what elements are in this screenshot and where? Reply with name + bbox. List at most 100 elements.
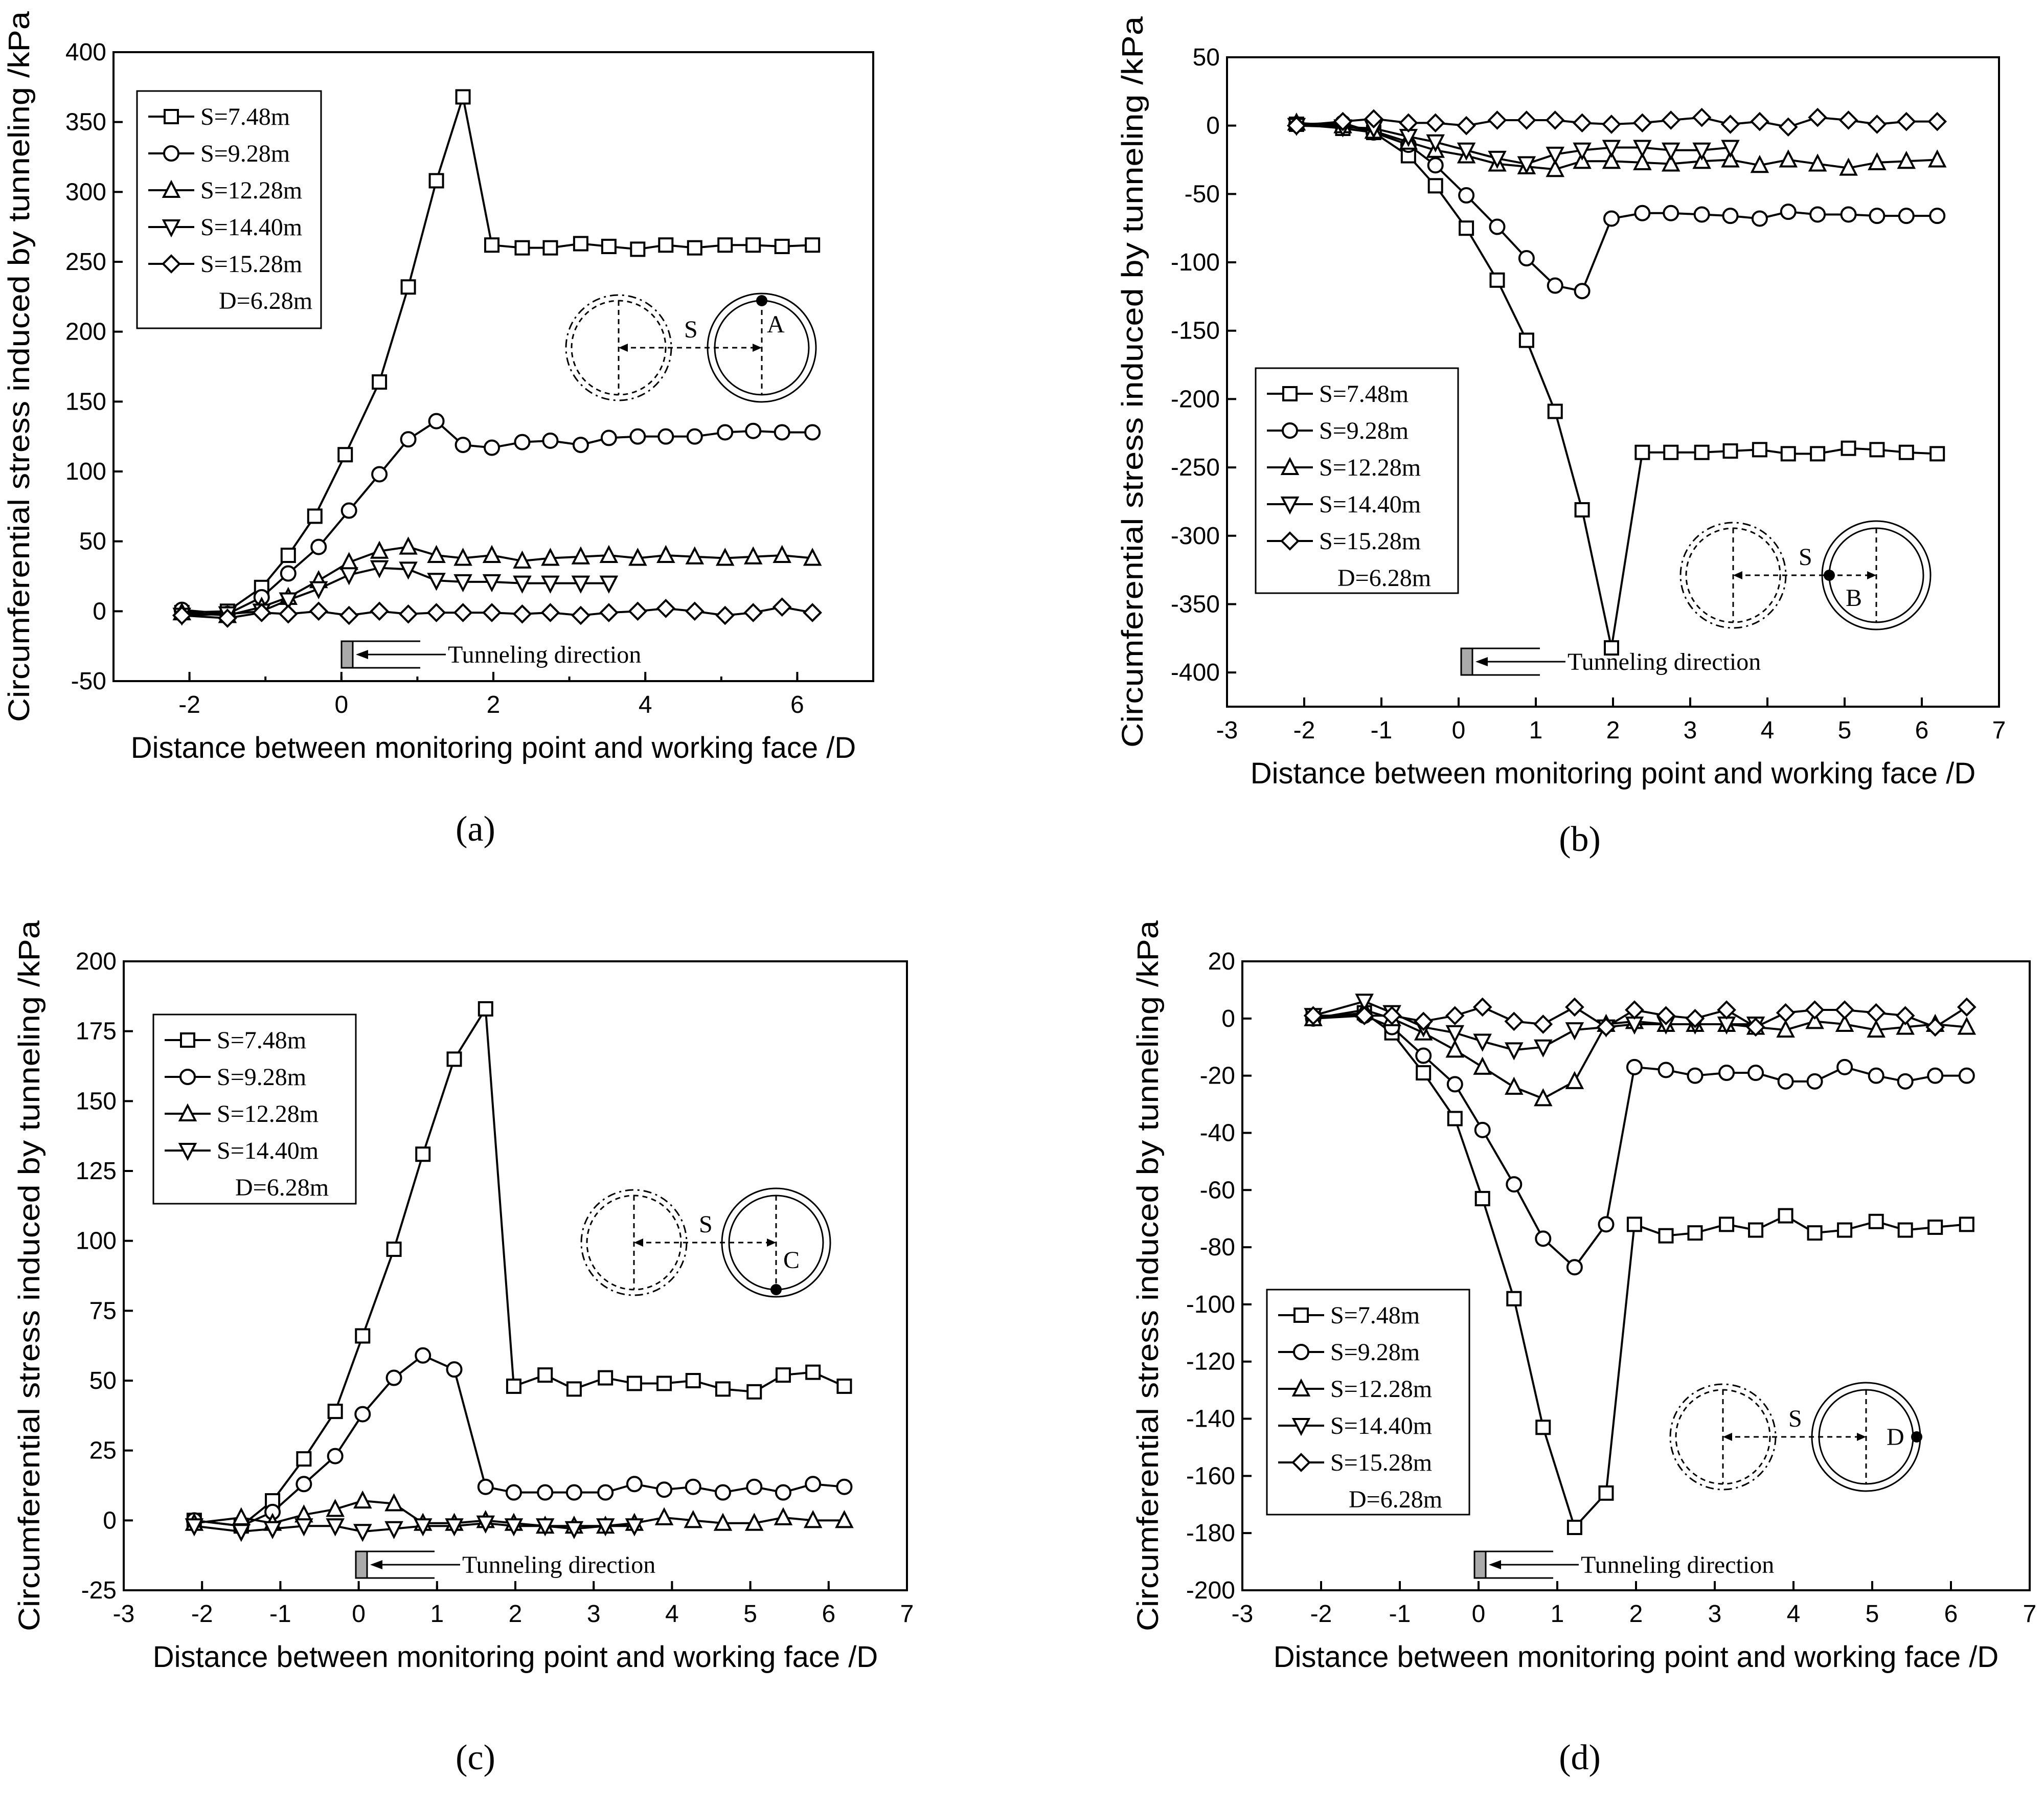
data-point [1602,150,1621,169]
data-point [1547,403,1563,419]
data-point [805,237,821,253]
data-point [599,603,619,622]
data-point [1751,210,1768,227]
data-point [715,548,735,566]
legend-entry: S=12.28m [200,177,302,204]
data-point [484,439,501,456]
data-point [1572,113,1592,133]
data-point [385,1369,402,1386]
y-tick-label: -20 [1200,1063,1235,1090]
data-point [685,1373,701,1388]
data-point [656,545,675,563]
data-point [1487,110,1507,130]
data-point [1898,444,1914,460]
data-point [573,236,588,252]
legend-entry: S=9.28m [1319,417,1409,444]
data-point [326,1499,345,1517]
data-point [353,1524,372,1542]
y-tick-label: 250 [65,249,106,276]
data-point [1626,1058,1643,1075]
x-tick-label: 0 [352,1601,366,1628]
data-point [1869,442,1885,458]
data-point [774,424,790,441]
data-point [1566,1520,1582,1535]
data-point [340,502,357,519]
data-point [455,89,471,105]
direction-label: Tunneling direction [448,641,641,668]
legend-note: D=6.28m [1337,565,1431,592]
data-point [1777,1073,1794,1090]
data-point [1573,142,1592,161]
data-point [1898,208,1915,224]
arrow-head-left [1733,571,1742,579]
chart-panel-b: -3 -2 -1 0 1 2 3 4 5 6 7 -400 -350 -300 -250 -200 -150 -1… [1116,16,2006,859]
data-point [1517,156,1536,174]
y-tick-label: 0 [1206,112,1220,140]
data-point [185,1518,204,1537]
data-point [805,1364,821,1380]
data-point [1722,443,1738,459]
data-point [482,574,502,593]
data-point [1445,1006,1465,1026]
data-point [1633,152,1652,170]
direction-arrow-head [1489,1560,1501,1569]
data-point [1425,113,1445,133]
data-point [1533,1088,1553,1107]
data-point [1720,115,1740,134]
legend-entry: S=12.28m [1319,454,1421,481]
data-point [339,605,359,625]
x-tick-label: 6 [790,691,804,718]
legend-entry: S=14.40m [217,1137,319,1164]
data-point [1658,1228,1674,1244]
data-point [1663,205,1679,221]
direction-label: Tunneling direction [462,1551,655,1579]
data-point [327,1448,344,1464]
data-point [1868,1067,1884,1084]
data-point [428,413,445,430]
data-point [1692,107,1712,127]
data-point [400,279,416,295]
x-tick-label: 7 [900,1601,914,1628]
data-point [384,1521,403,1540]
data-point [625,1518,644,1537]
data-point [426,603,446,622]
data-point [1535,1419,1551,1435]
legend-entry: S=7.48m [1319,380,1409,408]
legend-entry: S=15.28m [1330,1449,1432,1476]
data-point [1927,149,1947,168]
y-axis-title: Circumferential stress induced by tunnel… [1131,920,1165,1631]
data-point [1506,1176,1523,1193]
data-point [372,374,388,390]
data-point [1634,205,1651,221]
data-point [1685,1008,1705,1028]
data-point [1839,157,1858,176]
legend-marker [179,1069,196,1085]
y-tick-label: -60 [1200,1177,1235,1204]
x-tick-label: -1 [1371,717,1393,744]
legend-marker [162,219,181,238]
data-point [1661,153,1680,172]
data-point [1504,1011,1524,1031]
legend-marker [1291,1453,1311,1472]
data-point [1457,142,1476,161]
legend-box [1266,1289,1470,1516]
tunnel-schematic: SD [1669,1382,1922,1492]
legend-marker [178,1143,197,1161]
data-point [1517,110,1536,130]
y-tick-label: -50 [71,668,106,695]
x-tick-label: 5 [743,1601,757,1628]
y-tick-label: -300 [1171,523,1220,550]
chart-panel-d: -3 -2 -1 0 1 2 3 4 5 6 7-200-180-160-140-120-100-8… [1131,920,2036,1777]
data-point [1896,1017,1915,1035]
data-point [564,1521,584,1540]
tunnel-schematic: SC [580,1187,831,1298]
data-point [772,597,792,617]
x-tick-label: 2 [1629,1601,1643,1628]
y-tick-label: -100 [1186,1291,1235,1318]
legend-marker [1293,1308,1309,1323]
data-point [1867,1019,1886,1038]
data-point [1427,178,1443,194]
y-tick-label: 50 [89,1367,117,1394]
data-point [1718,1065,1735,1081]
direction-arrow-head [1475,657,1488,666]
